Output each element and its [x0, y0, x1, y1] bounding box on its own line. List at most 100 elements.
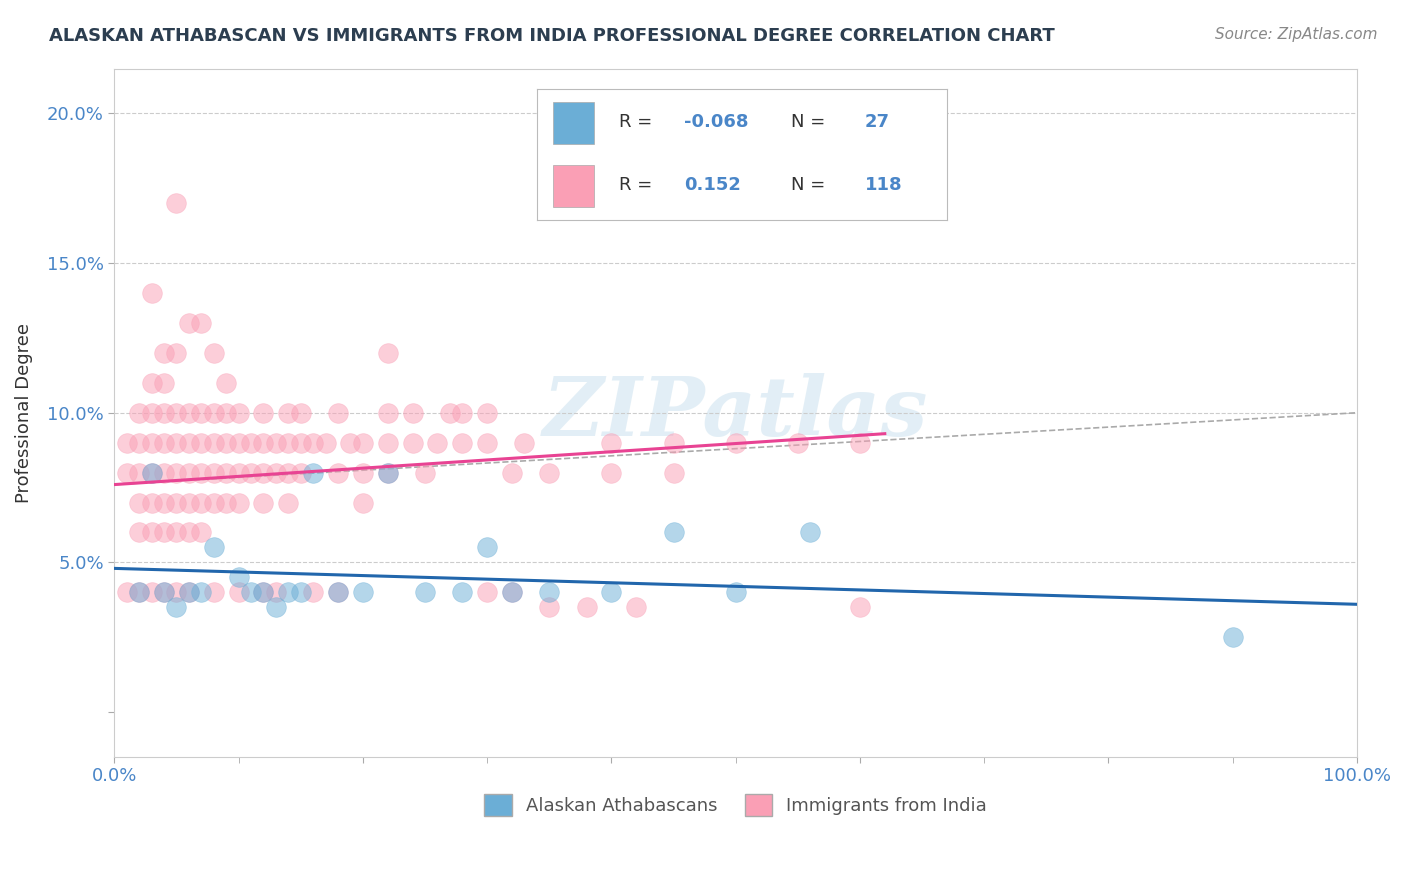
- Point: [141, 585, 163, 599]
- Point: [228, 495, 250, 509]
- Point: [290, 466, 312, 480]
- Point: [538, 466, 561, 480]
- Point: [252, 585, 274, 599]
- Point: [264, 585, 287, 599]
- Y-axis label: Professional Degree: Professional Degree: [15, 323, 32, 503]
- Point: [177, 525, 200, 540]
- Point: [141, 525, 163, 540]
- Point: [177, 495, 200, 509]
- Point: [849, 435, 872, 450]
- Text: Source: ZipAtlas.com: Source: ZipAtlas.com: [1215, 27, 1378, 42]
- Point: [600, 466, 623, 480]
- Point: [153, 406, 176, 420]
- Point: [240, 466, 263, 480]
- Point: [215, 406, 238, 420]
- Point: [190, 525, 212, 540]
- Point: [326, 466, 349, 480]
- Point: [153, 585, 176, 599]
- Point: [626, 600, 648, 615]
- Point: [326, 585, 349, 599]
- Point: [600, 435, 623, 450]
- Point: [662, 435, 685, 450]
- Point: [600, 585, 623, 599]
- Point: [277, 435, 299, 450]
- Point: [190, 316, 212, 330]
- Point: [240, 585, 263, 599]
- Point: [202, 406, 225, 420]
- Point: [165, 600, 187, 615]
- Point: [662, 466, 685, 480]
- Point: [128, 435, 150, 450]
- Legend: Alaskan Athabascans, Immigrants from India: Alaskan Athabascans, Immigrants from Ind…: [477, 787, 994, 823]
- Point: [215, 376, 238, 390]
- Point: [177, 585, 200, 599]
- Point: [1222, 630, 1244, 644]
- Point: [401, 435, 423, 450]
- Point: [128, 585, 150, 599]
- Point: [165, 196, 187, 211]
- Point: [475, 435, 498, 450]
- Point: [177, 466, 200, 480]
- Point: [141, 435, 163, 450]
- Point: [115, 585, 138, 599]
- Point: [177, 406, 200, 420]
- Point: [849, 600, 872, 615]
- Point: [252, 435, 274, 450]
- Point: [475, 406, 498, 420]
- Point: [165, 435, 187, 450]
- Text: ALASKAN ATHABASCAN VS IMMIGRANTS FROM INDIA PROFESSIONAL DEGREE CORRELATION CHAR: ALASKAN ATHABASCAN VS IMMIGRANTS FROM IN…: [49, 27, 1054, 45]
- Point: [153, 435, 176, 450]
- Point: [451, 585, 474, 599]
- Point: [724, 435, 747, 450]
- Point: [202, 495, 225, 509]
- Point: [202, 346, 225, 360]
- Point: [215, 435, 238, 450]
- Point: [228, 466, 250, 480]
- Point: [501, 585, 523, 599]
- Point: [352, 585, 374, 599]
- Point: [401, 406, 423, 420]
- Point: [302, 435, 325, 450]
- Point: [277, 406, 299, 420]
- Point: [352, 466, 374, 480]
- Point: [153, 376, 176, 390]
- Point: [202, 435, 225, 450]
- Point: [252, 466, 274, 480]
- Point: [153, 585, 176, 599]
- Point: [264, 600, 287, 615]
- Point: [190, 585, 212, 599]
- Point: [377, 466, 399, 480]
- Point: [177, 585, 200, 599]
- Point: [141, 376, 163, 390]
- Point: [190, 435, 212, 450]
- Point: [141, 495, 163, 509]
- Point: [190, 406, 212, 420]
- Point: [228, 585, 250, 599]
- Point: [190, 495, 212, 509]
- Point: [264, 466, 287, 480]
- Point: [177, 435, 200, 450]
- Point: [315, 435, 337, 450]
- Point: [475, 541, 498, 555]
- Point: [277, 495, 299, 509]
- Point: [724, 585, 747, 599]
- Point: [326, 585, 349, 599]
- Point: [326, 406, 349, 420]
- Point: [215, 495, 238, 509]
- Point: [277, 585, 299, 599]
- Point: [128, 525, 150, 540]
- Point: [377, 406, 399, 420]
- Point: [426, 435, 449, 450]
- Point: [339, 435, 361, 450]
- Point: [352, 495, 374, 509]
- Point: [513, 435, 536, 450]
- Point: [153, 346, 176, 360]
- Point: [501, 585, 523, 599]
- Point: [228, 570, 250, 584]
- Point: [141, 466, 163, 480]
- Point: [799, 525, 821, 540]
- Point: [153, 466, 176, 480]
- Point: [153, 525, 176, 540]
- Point: [252, 585, 274, 599]
- Point: [190, 466, 212, 480]
